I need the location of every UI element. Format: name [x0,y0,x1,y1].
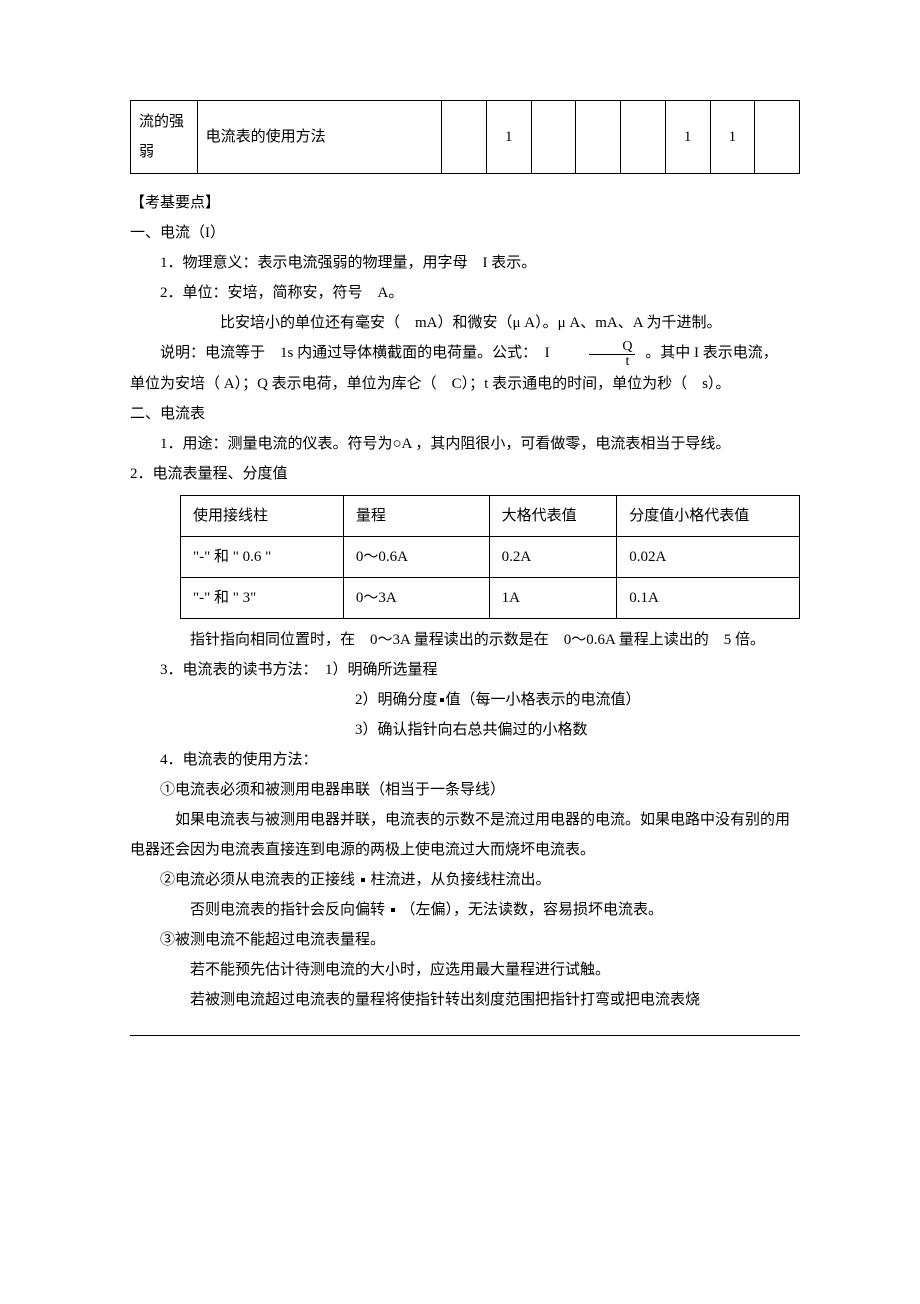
paragraph: 1．物理意义：表示电流强弱的物理量，用字母 I 表示。 [130,248,800,278]
cell: "-" 和 " 3" [181,577,344,618]
paragraph: 4．电流表的使用方法： [130,745,800,775]
table-row: "-" 和 " 3" 0～3A 1A 0.1A [181,577,800,618]
dot-icon [361,878,365,882]
cell: "-" 和 " 0.6 " [181,536,344,577]
col-header: 使用接线柱 [181,495,344,536]
dot-icon [440,698,444,702]
cell: 0.2A [489,536,617,577]
cell [576,101,621,174]
paragraph: ③被测电流不能超过电流表量程。 [130,925,800,955]
cell: 0～0.6A [343,536,489,577]
text: 否则电流表的指针会反向偏转 [190,902,385,918]
table-row: 流的强弱 电流表的使用方法 1 1 1 [131,101,800,174]
cell: 0.1A [617,577,800,618]
text: （左偏），无法读数，容易损坏电流表。 [401,902,664,918]
numerator: Q [589,340,635,355]
cell: 0.02A [617,536,800,577]
cell [442,101,487,174]
cell [621,101,666,174]
text: 。其中 I 表示电流， [645,345,778,361]
paragraph: 3）确认指针向右总共偏过的小格数 [130,715,800,745]
content-box: 流的强弱 电流表的使用方法 1 1 1 【考基要点】 一、电流（I） 1．物理意… [130,100,800,1036]
text: 2）明确分度 [355,692,438,708]
col-header: 量程 [343,495,489,536]
exam-points-heading: 【考基要点】 [130,188,800,218]
cell: 1 [665,101,710,174]
cell: 0～3A [343,577,489,618]
paragraph: 2．电流表量程、分度值 [130,459,800,489]
table-row: "-" 和 " 0.6 " 0～0.6A 0.2A 0.02A [181,536,800,577]
text: ②电流必须从电流表的正接线 [160,872,355,888]
cell: 1 [710,101,755,174]
text: 如果电流表与被测用电器并联，电流表的示数不是流过用电器的电流。如果电路中没有别的… [130,812,790,858]
section-1-title: 一、电流（I） [130,218,800,248]
range-table: 使用接线柱 量程 大格代表值 分度值小格代表值 "-" 和 " 0.6 " 0～… [180,495,800,619]
page: 流的强弱 电流表的使用方法 1 1 1 【考基要点】 一、电流（I） 1．物理意… [0,0,920,1096]
dot-icon [391,908,395,912]
top-table: 流的强弱 电流表的使用方法 1 1 1 [130,100,800,174]
table-header-row: 使用接线柱 量程 大格代表值 分度值小格代表值 [181,495,800,536]
paragraph-formula: 说明：电流等于 1s 内通过导体横截面的电荷量。公式： I Q t 。其中 I … [130,338,800,369]
paragraph: ②电流必须从电流表的正接线 柱流进，从负接线柱流出。 [130,865,800,895]
paragraph: 2．单位：安培，简称安，符号 A。 [130,278,800,308]
fraction: Q t [589,340,635,369]
text: 柱流进，从负接线柱流出。 [371,872,551,888]
cell-method: 电流表的使用方法 [197,101,442,174]
formula-fraction: Q t [559,339,635,369]
col-header: 大格代表值 [489,495,617,536]
cell [531,101,576,174]
paragraph: 比安培小的单位还有毫安（ mA）和微安（μ A）。μ A、mA、A 为千进制。 [130,308,800,338]
text: 值（每一小格表示的电流值） [446,692,641,708]
paragraph: 若被测电流超过电流表的量程将使指针转出刻度范围把指针打弯或把电流表烧 [130,985,800,1015]
paragraph: 1．用途：测量电流的仪表。符号为○A ，其内阻很小，可看做零，电流表相当于导线。 [130,429,800,459]
text: 说明：电流等于 1s 内通过导体横截面的电荷量。公式： I [160,345,550,361]
paragraph: 否则电流表的指针会反向偏转 （左偏），无法读数，容易损坏电流表。 [130,895,800,925]
paragraph: 2）明确分度值（每一小格表示的电流值） [130,685,800,715]
paragraph: 单位为安培（ A）；Q 表示电荷，单位为库仑（ C）；t 表示通电的时间，单位为… [130,369,800,399]
section-2-title: 二、电流表 [130,399,800,429]
cell: 1A [489,577,617,618]
paragraph: 若不能预先估计待测电流的大小时，应选用最大量程进行试触。 [130,955,800,985]
cell-topic: 流的强弱 [131,101,198,174]
paragraph: 3．电流表的读书方法： 1）明确所选量程 [130,655,800,685]
col-header: 分度值小格代表值 [617,495,800,536]
paragraph: 指针指向相同位置时，在 0～3A 量程读出的示数是在 0～0.6A 量程上读出的… [130,625,800,655]
cell: 1 [486,101,531,174]
denominator: t [589,355,635,369]
paragraph: ①电流表必须和被测用电器串联（相当于一条导线） [130,775,800,805]
paragraph: 如果电流表与被测用电器并联，电流表的示数不是流过用电器的电流。如果电路中没有别的… [130,805,800,865]
cell [755,101,800,174]
